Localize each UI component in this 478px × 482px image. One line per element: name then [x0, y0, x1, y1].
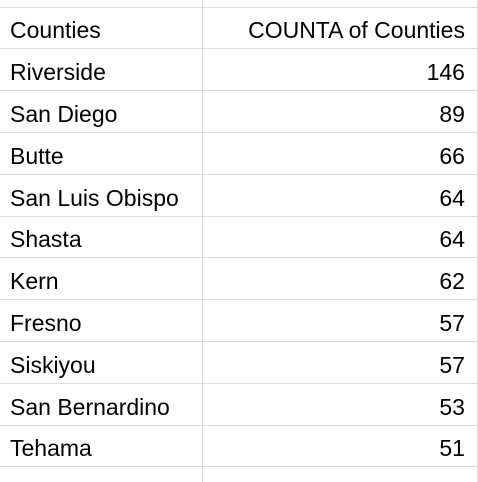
county-cell[interactable]: Shasta: [0, 216, 202, 258]
county-cell[interactable]: Tehama: [0, 425, 202, 467]
cell[interactable]: [0, 0, 202, 7]
count-cell[interactable]: 51: [202, 425, 477, 467]
county-cell[interactable]: San Luis Obispo: [0, 174, 202, 216]
count-cell[interactable]: 64: [202, 174, 477, 216]
count-cell[interactable]: 146: [202, 49, 477, 91]
table-row: Kern 62: [0, 258, 478, 300]
table-row: Riverside 146: [0, 49, 478, 91]
county-cell[interactable]: Fresno: [0, 300, 202, 342]
count-cell[interactable]: 89: [202, 91, 477, 133]
table-row: San Diego 89: [0, 91, 478, 133]
header-cell-counta[interactable]: COUNTA of Counties: [202, 7, 477, 49]
county-cell[interactable]: Riverside: [0, 49, 202, 91]
cell[interactable]: [202, 0, 477, 7]
county-cell[interactable]: San Diego: [0, 91, 202, 133]
table-row: Shasta 64: [0, 216, 478, 258]
county-cell[interactable]: San Bernardino: [0, 383, 202, 425]
count-cell[interactable]: 66: [202, 132, 477, 174]
count-cell[interactable]: 62: [202, 258, 477, 300]
table-row: San Bernardino 53: [0, 383, 478, 425]
table-row: San Luis Obispo 64: [0, 174, 478, 216]
table-row: Butte 66: [0, 132, 478, 174]
table-row: Siskiyou 57: [0, 341, 478, 383]
pivot-header-row: Counties COUNTA of Counties: [0, 7, 478, 49]
cell[interactable]: [202, 467, 477, 482]
table-row: Tehama 51: [0, 425, 478, 467]
sheet-row-partial-bottom: [0, 467, 478, 482]
county-cell[interactable]: Butte: [0, 132, 202, 174]
cell[interactable]: [0, 467, 202, 482]
sheet-row-partial-top: [0, 0, 478, 7]
county-cell[interactable]: Kern: [0, 258, 202, 300]
header-cell-counties[interactable]: Counties: [0, 7, 202, 49]
count-cell[interactable]: 57: [202, 300, 477, 342]
count-cell[interactable]: 57: [202, 341, 477, 383]
county-cell[interactable]: Siskiyou: [0, 341, 202, 383]
table-row: Fresno 57: [0, 300, 478, 342]
count-cell[interactable]: 53: [202, 383, 477, 425]
count-cell[interactable]: 64: [202, 216, 477, 258]
